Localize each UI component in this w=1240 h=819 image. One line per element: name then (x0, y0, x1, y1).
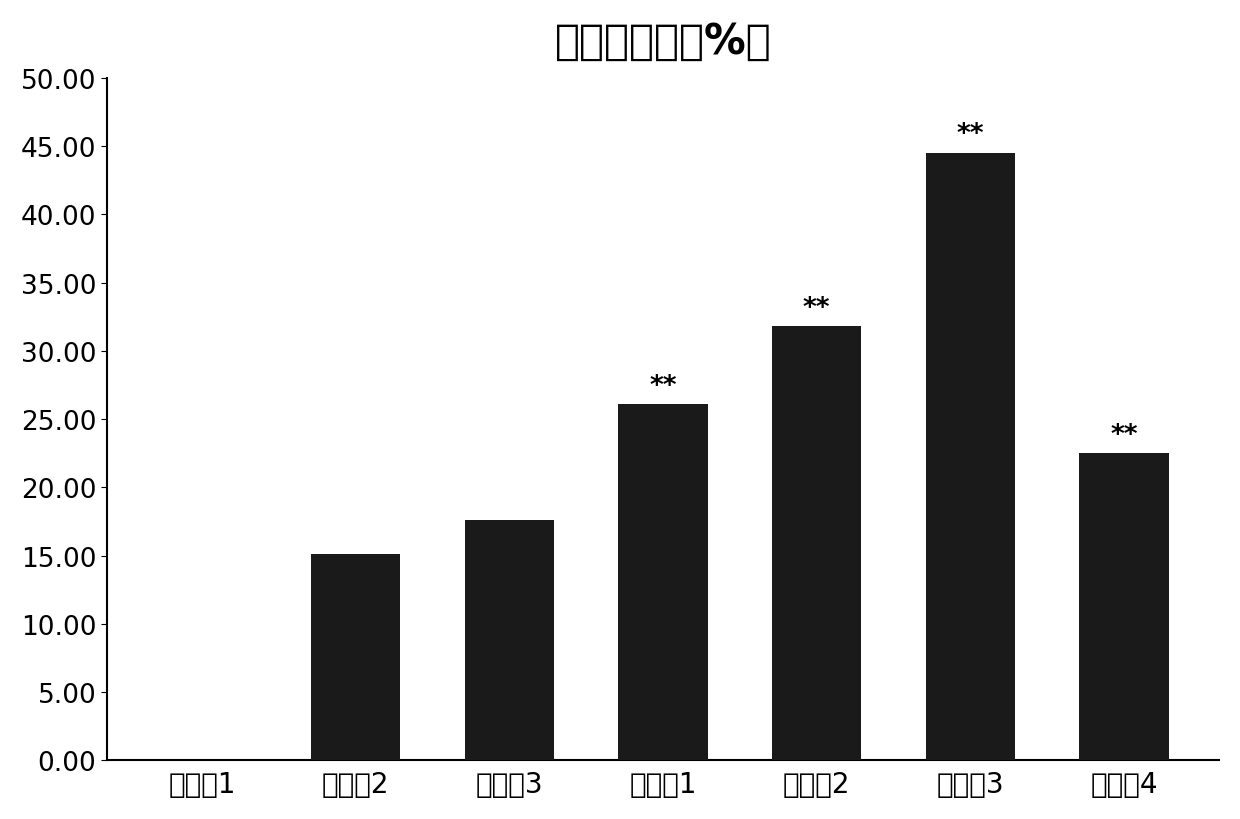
Bar (619, 405, 708, 761)
Bar (926, 154, 1014, 761)
Text: **: ** (802, 296, 831, 321)
Bar (773, 327, 862, 761)
Text: **: ** (1110, 423, 1138, 448)
Bar (465, 521, 554, 761)
Bar (311, 554, 401, 761)
Title: 诱导分化率（%）: 诱导分化率（%） (554, 20, 771, 63)
Text: **: ** (956, 122, 985, 148)
Text: **: ** (650, 373, 677, 399)
Bar (1080, 454, 1168, 761)
